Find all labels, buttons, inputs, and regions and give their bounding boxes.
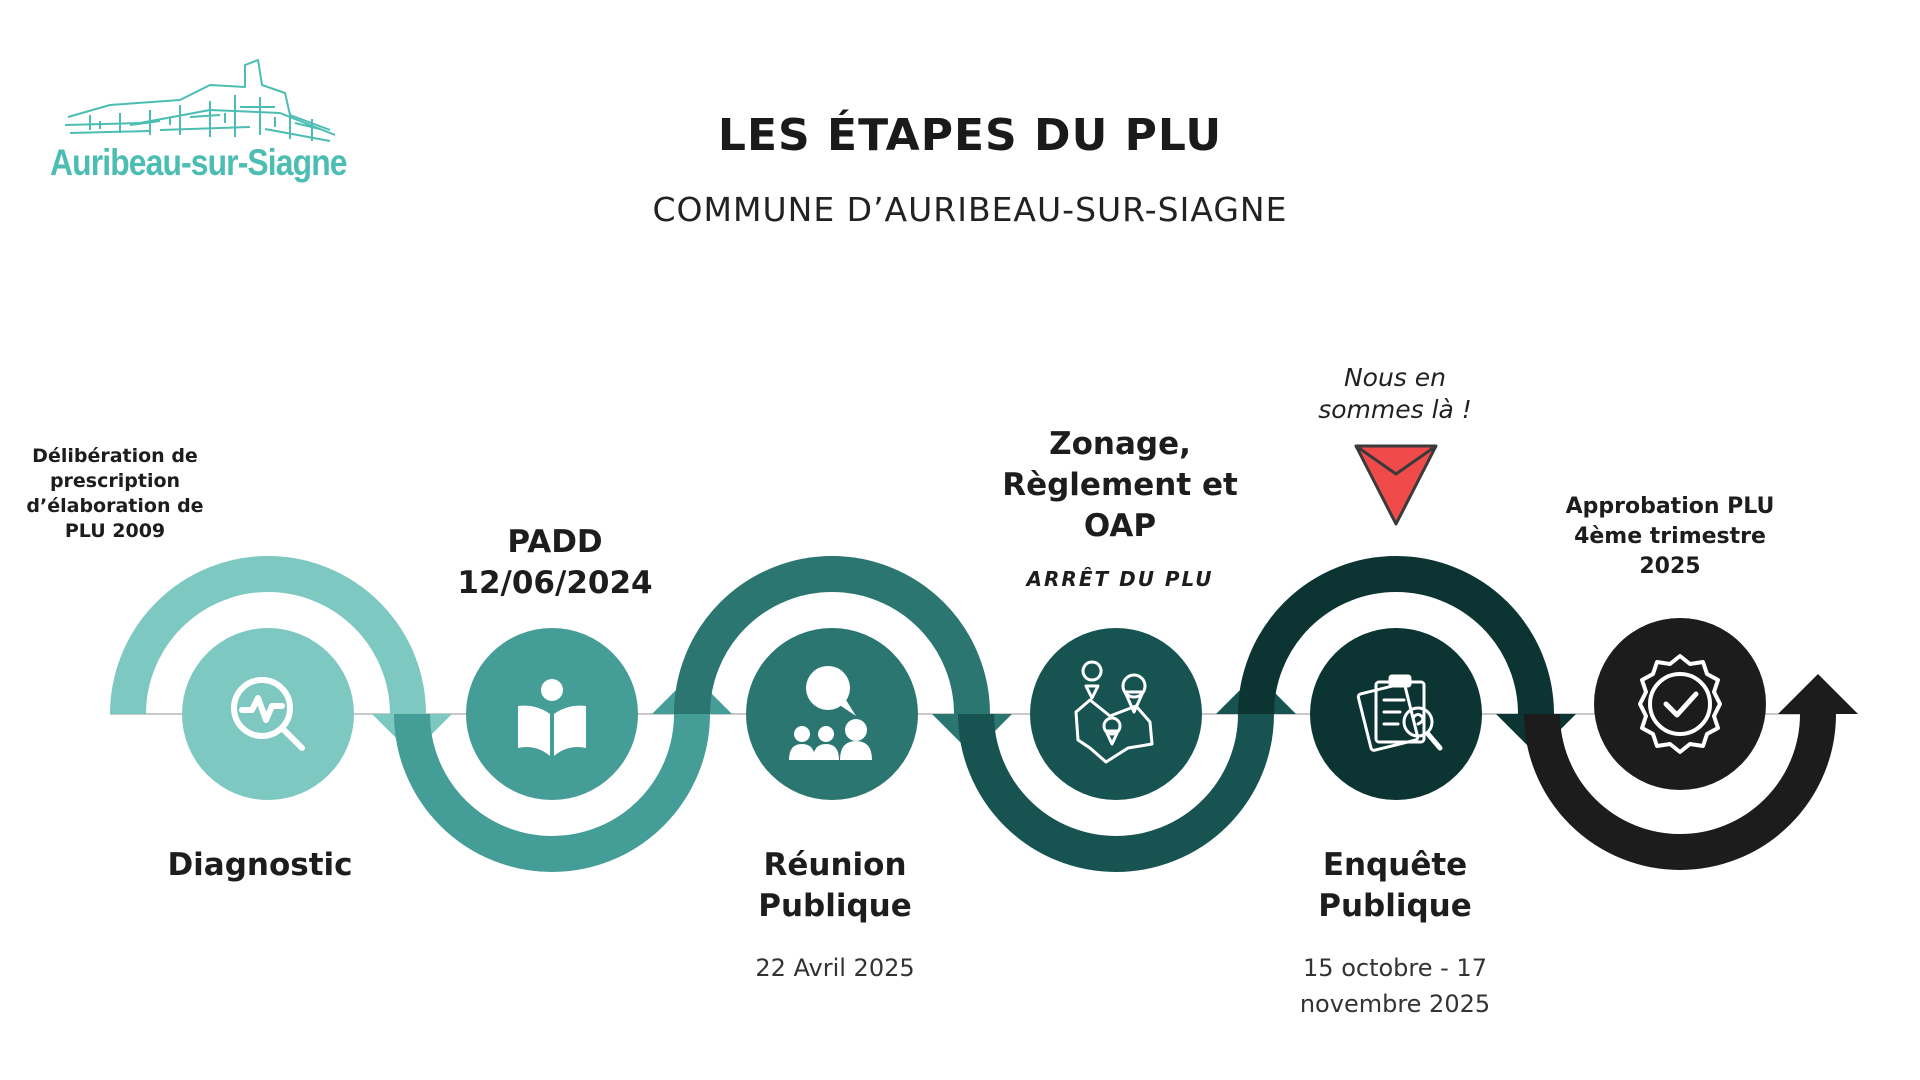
check-badge-icon: [1638, 654, 1722, 754]
step-circle-diagnostic: [182, 628, 354, 800]
step-label-enquete: Enquête Publique: [1318, 847, 1472, 924]
page-subtitle: COMMUNE D’AURIBEAU-SUR-SIAGNE: [652, 190, 1288, 229]
town-skyline-logo: [64, 59, 336, 142]
arc-diagnostic: [110, 556, 426, 715]
meeting-people-icon: [789, 666, 872, 760]
page-title: LES ÉTAPES DU PLU: [717, 110, 1223, 161]
arc-enquete: [1238, 556, 1554, 715]
step-circle-padd: [466, 628, 638, 800]
arc-zonage: [958, 713, 1274, 872]
step-date-enquete: 15 octobre - 17 novembre 2025: [1299, 954, 1491, 1018]
current-step-marker-icon: [1354, 444, 1438, 526]
step-label-approbation: Approbation PLU 4ème trimestre 2025: [1565, 494, 1775, 579]
logo-text: Auribeau-sur-Siagne: [50, 142, 347, 183]
current-step-note: Nous en sommes là !: [1318, 363, 1472, 424]
step-label-zonage: Zonage, Règlement et OAP: [1002, 426, 1238, 544]
step-label-diagnostic: Diagnostic: [167, 847, 353, 883]
arc-approbation: [1524, 713, 1836, 870]
step-sublabel-arret: ARRÊT DU PLU: [1026, 567, 1214, 591]
step-circle-enquete: [1310, 628, 1482, 800]
step-circle-reunion: [746, 628, 918, 800]
open-book-reader-icon: [518, 679, 586, 756]
arc-reunion: [674, 556, 990, 715]
step-date-reunion: 22 Avril 2025: [755, 954, 915, 982]
arc-padd: [394, 713, 710, 872]
clipboard-question-icon: [1356, 674, 1443, 752]
step-label-padd: PADD 12/06/2024: [457, 524, 653, 601]
step-label-reunion: Réunion Publique: [758, 847, 912, 924]
map-pins-icon: [1074, 660, 1154, 764]
arrow-approbation: [1778, 674, 1858, 714]
analysis-magnifier-icon: [231, 677, 305, 751]
step-circle-zonage: [1030, 628, 1202, 800]
step-label-deliberation: Délibération de prescription d’élaborati…: [26, 445, 204, 542]
step-circle-approbation: [1594, 618, 1766, 790]
